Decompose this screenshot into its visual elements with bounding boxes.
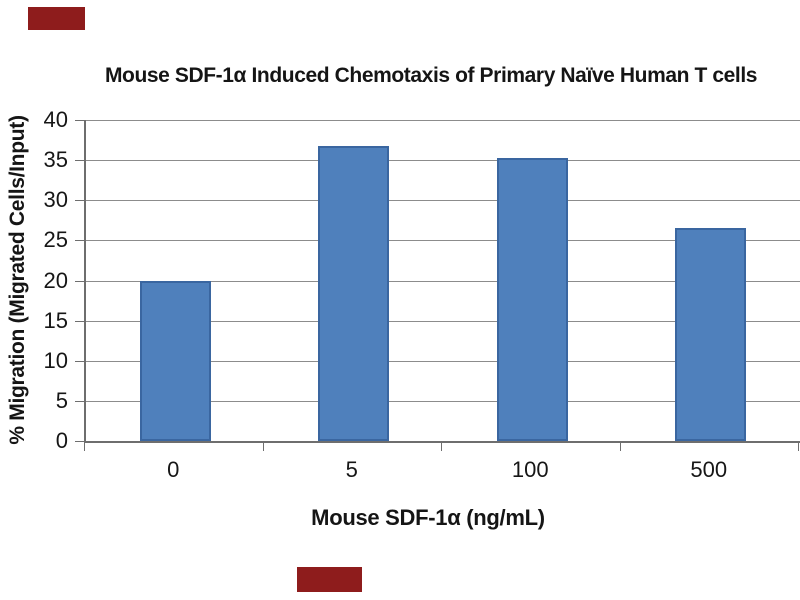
x-category-label-100: 100: [511, 457, 549, 482]
gridline-y-30: [86, 200, 800, 202]
y-tick-label-15: 15: [43, 307, 68, 333]
gridline-y-25: [86, 240, 800, 242]
y-tick-label-20: 20: [43, 267, 68, 293]
x-category-label-5: 5: [345, 457, 358, 482]
y-tick-mark-40: [75, 120, 84, 121]
y-tick-mark-20: [75, 280, 84, 282]
plot-area: [84, 120, 800, 443]
bar-0: [139, 280, 211, 441]
y-tick-mark-15: [75, 320, 84, 322]
bar-100: [496, 157, 568, 441]
x-tick-mark-3: [619, 443, 621, 451]
x-category-label-500: 500: [690, 457, 728, 482]
x-category-label-0: 0: [167, 457, 180, 482]
y-axis-title: % Migration (Migrated Cells/Input): [6, 115, 29, 445]
gridline-y-15: [86, 320, 800, 322]
gridline-y-40: [86, 120, 800, 121]
y-tick-mark-0: [75, 441, 84, 442]
y-tick-label-5: 5: [55, 387, 68, 413]
gridline-y-10: [86, 360, 800, 362]
bar-5: [318, 145, 390, 441]
y-tick-label-40: 40: [43, 107, 68, 132]
y-tick-label-0: 0: [55, 428, 68, 453]
x-tick-mark-0: [84, 443, 85, 451]
bar-500: [675, 227, 747, 441]
gridline-y-5: [86, 400, 800, 402]
gridline-y-35: [86, 160, 800, 162]
y-tick-mark-30: [75, 200, 84, 202]
y-tick-mark-35: [75, 160, 84, 162]
gridline-y-20: [86, 280, 800, 282]
y-tick-mark-10: [75, 360, 84, 362]
y-tick-label-25: 25: [43, 227, 68, 253]
y-tick-mark-25: [75, 240, 84, 242]
y-tick-mark-5: [75, 400, 84, 402]
x-tick-mark-2: [441, 443, 442, 451]
y-tick-label-10: 10: [43, 347, 68, 373]
redaction-box-bottom: [297, 567, 362, 592]
chart-title: Mouse SDF-1α Induced Chemotaxis of Prima…: [104, 64, 758, 87]
y-tick-label-30: 30: [43, 187, 68, 213]
redaction-box-top-left: [28, 7, 85, 30]
x-axis-title: Mouse SDF-1α (ng/mL): [311, 505, 545, 530]
x-tick-mark-1: [262, 443, 264, 451]
x-tick-mark-4: [798, 443, 799, 451]
y-tick-label-35: 35: [43, 147, 68, 173]
